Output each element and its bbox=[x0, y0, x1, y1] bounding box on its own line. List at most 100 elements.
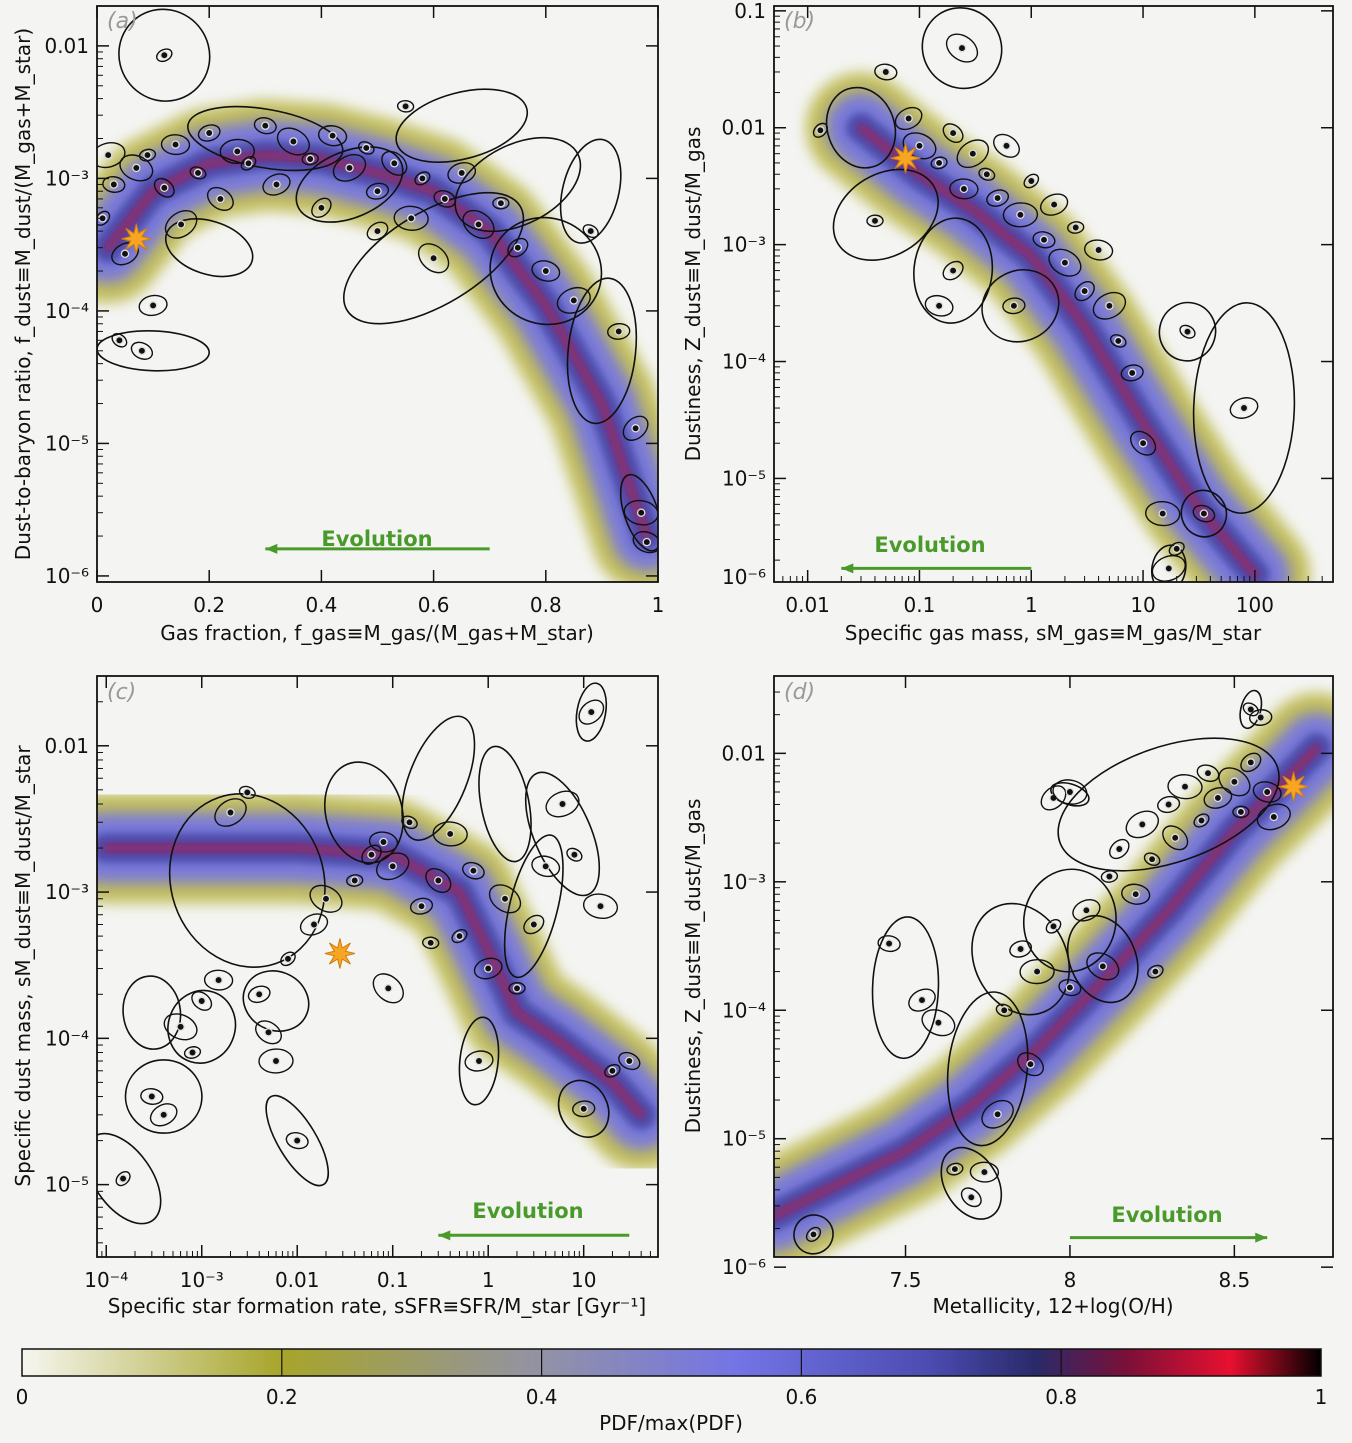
panel-a-data-point bbox=[120, 249, 130, 259]
panel-c-point-ellipse bbox=[572, 1100, 596, 1118]
panel-c-data-point bbox=[596, 901, 605, 911]
panel-d-point-ellipse bbox=[921, 1009, 956, 1037]
panel-a-point-ellipse bbox=[111, 333, 128, 348]
panel-c-xtick-label: 10 bbox=[571, 1268, 596, 1292]
panel-c-point-ellipse bbox=[203, 969, 234, 991]
panel-c-error-ellipse bbox=[323, 761, 405, 864]
panel-d-data-point bbox=[1262, 787, 1272, 797]
panel-d-point-ellipse bbox=[1045, 918, 1062, 934]
panel-c-point-ellipse bbox=[582, 893, 619, 919]
panel-c-data-point bbox=[625, 1056, 634, 1066]
panel-b-point-ellipse bbox=[1002, 202, 1039, 228]
panel-d-point-ellipse bbox=[1109, 838, 1130, 860]
panel-a-point-ellipse bbox=[219, 138, 255, 165]
panel-d-data-point bbox=[884, 939, 894, 948]
panel-d-point-ellipse bbox=[805, 1226, 822, 1243]
panel-d-point-ellipse bbox=[981, 1099, 1014, 1129]
panel-b-ytick-label: 0.01 bbox=[721, 116, 766, 140]
panel-c-point-ellipse bbox=[214, 798, 247, 827]
panel-a-point-ellipse bbox=[276, 127, 310, 156]
panel-a-ytick-label: 10⁻³ bbox=[45, 166, 89, 190]
panel-b-data-point bbox=[957, 43, 967, 53]
panel-b-frame bbox=[773, 5, 1334, 583]
panel-d-ylabel: Dustiness, Z_dust≡M_dust/M_gas bbox=[681, 799, 705, 1134]
panel-c-data-point bbox=[500, 894, 510, 904]
panel-d-point-ellipse bbox=[1121, 883, 1151, 905]
panel-d-data-point bbox=[1203, 768, 1213, 778]
panel-b-data-point bbox=[1172, 544, 1181, 554]
panel-c-data-point bbox=[579, 1104, 588, 1114]
panel-c-plot-area bbox=[97, 682, 658, 1225]
panel-a-point-ellipse bbox=[396, 99, 415, 113]
panel-a-data-point bbox=[401, 102, 410, 111]
panel-b-xtick-label: 0.01 bbox=[785, 593, 830, 617]
panel-d-point-ellipse bbox=[1252, 781, 1282, 803]
panel-c-point-ellipse bbox=[140, 1088, 164, 1105]
panel-b-data-point bbox=[1199, 509, 1209, 518]
panel-c: 10⁻⁴ 10⁻³ 0.01 0.1 1 10 10⁻⁵ 10⁻⁴ 10⁻³ 0.01 bbox=[44, 675, 659, 1292]
panel-b-evolution-arrowhead bbox=[841, 563, 854, 574]
panel-c-data-point bbox=[243, 788, 252, 797]
panel-c-data-point bbox=[367, 850, 376, 859]
panel-c-data-point bbox=[176, 1022, 185, 1032]
panel-d-data-point bbox=[1115, 844, 1124, 854]
panel-b-xlabel: Specific gas mass, sM_gas≡M_gas/M_star bbox=[845, 621, 1262, 645]
panel-a-data-point bbox=[160, 50, 169, 60]
panel-c-point-ellipse bbox=[488, 884, 522, 914]
panel-a-ytick-label: 10⁻⁶ bbox=[45, 564, 89, 588]
panel-a-xtick-label: 0.6 bbox=[418, 593, 450, 617]
panel-b-data-point bbox=[934, 301, 944, 311]
panel-d-data-point bbox=[1026, 1059, 1035, 1069]
panel-b-point-ellipse bbox=[1130, 430, 1157, 456]
panel-a-data-point bbox=[176, 220, 186, 229]
panel-c-point-ellipse bbox=[462, 861, 485, 880]
panel-b-point-ellipse bbox=[1048, 248, 1082, 277]
panel-c-data-point bbox=[226, 808, 235, 817]
panel-c-ylabel: Specific dust mass, sM_dust≡M_dust/M_sta… bbox=[11, 745, 35, 1187]
panel-b-data-point bbox=[1009, 301, 1019, 311]
panel-a-point-ellipse bbox=[189, 166, 207, 180]
panel-d-point-ellipse bbox=[946, 1162, 964, 1176]
panel-b-error-ellipse bbox=[1180, 489, 1228, 538]
panel-c-xtick-label: 10⁻⁴ bbox=[84, 1268, 128, 1292]
panel-b-point-ellipse bbox=[1067, 221, 1085, 234]
panel-c-data-point bbox=[455, 931, 464, 941]
panel-c-point-ellipse bbox=[255, 1020, 282, 1045]
panel-a-data-point bbox=[193, 168, 203, 178]
panel-d-point-ellipse bbox=[877, 935, 901, 953]
panel-b-data-point bbox=[1016, 210, 1025, 220]
panel-b-data-point bbox=[1239, 403, 1249, 413]
panel-d-data-point bbox=[809, 1230, 818, 1239]
panel-a-xtick-label: 0.2 bbox=[193, 593, 225, 617]
panel-d-data-point bbox=[1105, 872, 1114, 881]
panel-b-evolution-label: Evolution bbox=[874, 533, 985, 557]
panel-a-point-ellipse bbox=[622, 415, 649, 441]
panel-c-data-point bbox=[118, 1174, 128, 1183]
panel-b-data-point bbox=[816, 126, 825, 135]
panel-b-point-ellipse bbox=[1032, 231, 1056, 249]
panel-b-ytick-label: 10⁻³ bbox=[722, 233, 766, 257]
panel-c-error-ellipse bbox=[575, 682, 608, 742]
panel-c-point-ellipse bbox=[309, 884, 343, 913]
panel-a-data-point bbox=[289, 137, 298, 146]
panel-c-data-point bbox=[379, 837, 388, 847]
panel-d-density-peak bbox=[774, 744, 1321, 1220]
panel-c-ytick-label: 10⁻⁴ bbox=[45, 1026, 89, 1050]
panel-a-point-ellipse bbox=[97, 142, 126, 169]
panel-a-data-point bbox=[586, 226, 595, 236]
panel-c-data-point bbox=[469, 866, 478, 875]
panel-b-point-ellipse bbox=[1002, 297, 1026, 315]
panel-c-data-point bbox=[384, 984, 393, 993]
panel-b-point-ellipse bbox=[894, 106, 923, 131]
panel-d-point-ellipse bbox=[1009, 940, 1033, 958]
panel-d-data-point bbox=[1230, 777, 1239, 787]
panel-d-plot-area bbox=[774, 689, 1333, 1257]
panel-d-data-point bbox=[1016, 944, 1025, 954]
panel-b-error-ellipse bbox=[825, 86, 897, 169]
panel-b-data-point bbox=[1158, 509, 1167, 518]
panel-c-background bbox=[97, 676, 658, 1257]
panel-a-data-point bbox=[328, 131, 337, 140]
panel-b-point-ellipse bbox=[1023, 173, 1040, 189]
panel-c-point-ellipse bbox=[115, 1170, 131, 1187]
panel-c-error-ellipse bbox=[124, 1059, 203, 1134]
